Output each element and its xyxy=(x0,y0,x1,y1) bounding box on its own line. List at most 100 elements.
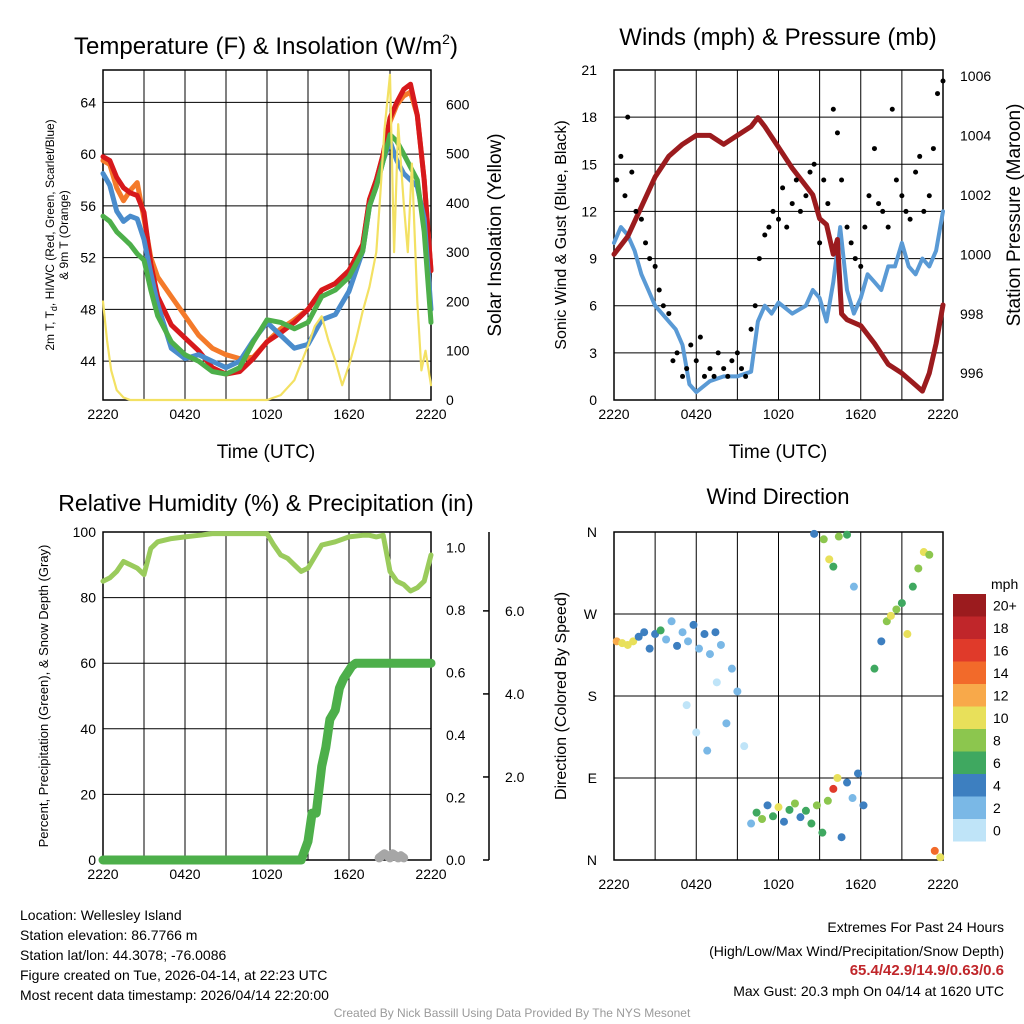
direction-point xyxy=(886,611,895,620)
x-tick-label: 1020 xyxy=(763,406,794,422)
gust-point xyxy=(834,130,840,136)
legend-label: 4 xyxy=(993,777,1001,793)
direction-point xyxy=(892,605,901,614)
y2-tick-label: 996 xyxy=(960,365,984,381)
gust-point xyxy=(711,373,717,379)
direction-point xyxy=(859,801,868,810)
humidity-panel: 2220 0420 1020 1620 2220 Relative Humidity (%… xyxy=(36,490,525,882)
gust-point xyxy=(852,256,858,262)
direction-point xyxy=(769,812,778,821)
legend-swatch xyxy=(953,819,986,842)
gust-point xyxy=(817,240,823,246)
legend-swatch xyxy=(953,639,986,662)
direction-point xyxy=(747,819,756,828)
direction-point xyxy=(796,813,805,822)
y2-tick-label: 0 xyxy=(446,392,454,408)
y2-tick-label: 1006 xyxy=(960,68,991,84)
direction-point xyxy=(645,644,654,653)
y-tick-label: 56 xyxy=(80,198,96,214)
legend-swatch xyxy=(953,684,986,707)
direction-point xyxy=(810,529,819,538)
gust-point xyxy=(614,177,620,183)
gust-point xyxy=(725,373,731,379)
y-tick-label: 9 xyxy=(589,251,597,267)
gust-point xyxy=(734,350,740,356)
direction-point xyxy=(700,630,709,639)
gust-point xyxy=(748,326,754,332)
direction-point xyxy=(763,801,772,810)
precip-line xyxy=(98,658,436,865)
extremes-block: Extremes For Past 24 Hours (High/Low/Max… xyxy=(709,917,1004,1001)
y2-tick-label: 0.2 xyxy=(446,790,466,806)
y2-tick-label: 300 xyxy=(446,244,470,260)
x-tick-label: 1620 xyxy=(845,876,876,892)
gust-point xyxy=(780,185,786,191)
gust-point xyxy=(721,366,727,372)
y-tick-label: 21 xyxy=(581,62,597,78)
gust-point xyxy=(752,303,758,309)
direction-point xyxy=(785,805,794,814)
direction-point xyxy=(667,617,676,626)
x-axis-label: Time (UTC) xyxy=(217,442,316,463)
legend-label: 0 xyxy=(993,822,1001,838)
legend-label: 20+ xyxy=(993,597,1017,613)
x-tick-label: 2220 xyxy=(87,406,118,422)
y-axis-label: Percent, Precipitation (Green), & Snow D… xyxy=(36,545,51,848)
x-tick-label: 1020 xyxy=(251,866,282,882)
x-tick-label: 0420 xyxy=(169,866,200,882)
legend-swatch xyxy=(953,706,986,729)
snow-tick-label: 4.0 xyxy=(505,686,525,702)
gust-point xyxy=(666,311,672,317)
x-tick-label: 1020 xyxy=(251,406,282,422)
gust-point xyxy=(770,208,776,214)
gust-point xyxy=(858,263,864,269)
x-axis-label: Time (UTC) xyxy=(729,442,828,463)
y-tick-label: 40 xyxy=(80,721,96,737)
y2-tick-label: 500 xyxy=(446,146,470,162)
y2-tick-label: 1000 xyxy=(960,246,991,262)
gust-point xyxy=(688,342,694,348)
x-tick-label: 2220 xyxy=(87,866,118,882)
extremes-title: Extremes For Past 24 Hours xyxy=(827,919,1004,935)
series-line xyxy=(100,132,434,377)
credit-line: Created By Nick Bassill Using Data Provi… xyxy=(333,1006,691,1020)
direction-point xyxy=(854,769,863,778)
legend-swatch xyxy=(953,616,986,639)
y2-tick-label: 1002 xyxy=(960,187,991,203)
y-tick-label: 44 xyxy=(80,353,96,369)
gust-point xyxy=(674,350,680,356)
gust-point xyxy=(776,216,781,222)
gust-point xyxy=(647,256,653,262)
gust-point xyxy=(807,169,813,175)
direction-point xyxy=(678,628,687,637)
gust-point xyxy=(643,240,649,246)
direction-point xyxy=(914,564,923,573)
series-line xyxy=(100,138,434,371)
gust-point xyxy=(684,366,690,372)
y-tick-label: 6 xyxy=(589,298,597,314)
gust-point xyxy=(762,232,768,238)
gust-point xyxy=(652,263,658,269)
gust-point xyxy=(885,224,891,230)
direction-point xyxy=(818,828,827,837)
legend-label: 8 xyxy=(993,732,1001,748)
y2-tick-label: 200 xyxy=(446,293,470,309)
gust-point xyxy=(871,146,877,152)
gust-point xyxy=(756,256,762,262)
x-tick-label: 2220 xyxy=(927,406,958,422)
legend-label: 12 xyxy=(993,687,1009,703)
gust-point xyxy=(935,91,941,97)
y-tick-label: 20 xyxy=(80,786,96,802)
snow-tick-label: 2.0 xyxy=(505,769,525,785)
series-line xyxy=(100,81,434,377)
direction-point xyxy=(673,641,682,650)
direction-point xyxy=(801,806,810,815)
direction-point xyxy=(834,532,843,541)
y2-tick-label: 600 xyxy=(446,96,470,112)
chart-title: Relative Humidity (%) & Precipitation (i… xyxy=(58,490,473,516)
y-tick-label: E xyxy=(588,770,597,786)
gust-point xyxy=(903,208,909,214)
y-tick-label: 60 xyxy=(80,146,96,162)
